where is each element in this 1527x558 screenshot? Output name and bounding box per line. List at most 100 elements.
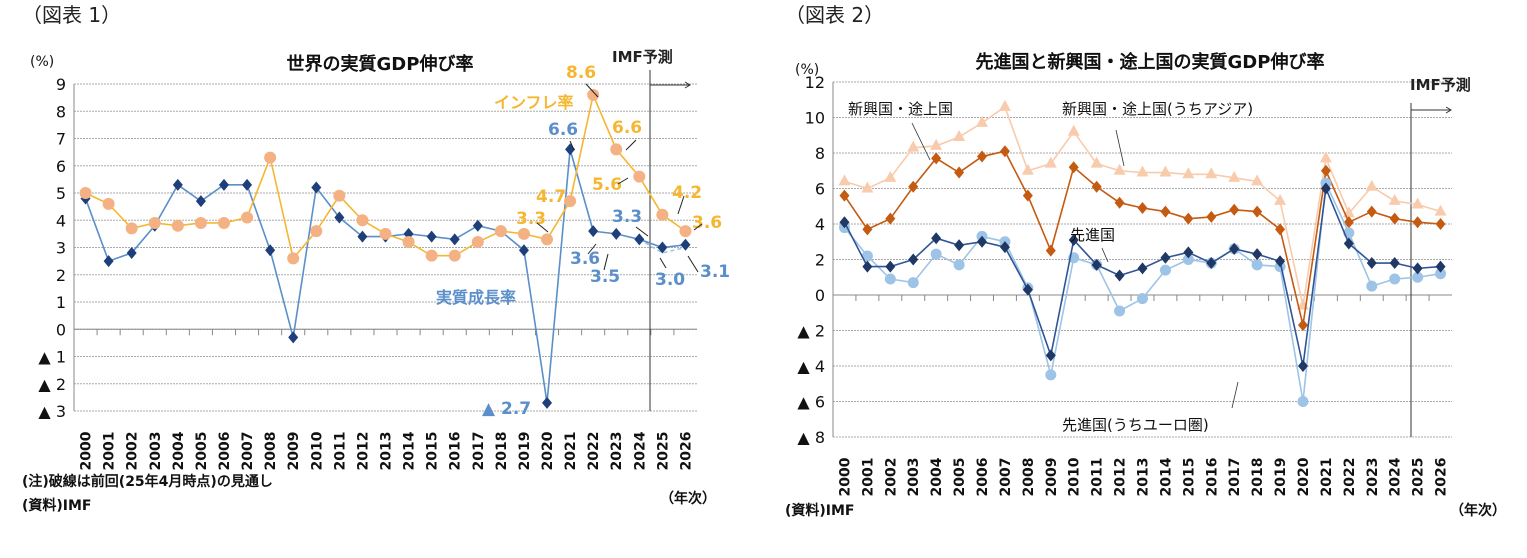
data-point [79,187,92,199]
series-label-advanced: 先進国 [1070,226,1115,244]
y-tick-label: 10 [805,109,825,128]
data-point [494,225,507,238]
data-label: 3.5 [590,267,620,287]
x-tick-label: 2016 [1204,458,1220,497]
data-point [1389,273,1401,285]
data-point [885,212,896,225]
data-point [542,396,553,409]
data-point [311,181,322,194]
data-point [908,180,919,193]
data-point [931,232,942,245]
data-point [931,152,942,165]
previous-forecast-line [638,238,686,254]
x-tick-label: 2025 [1411,458,1427,497]
data-point [425,249,438,262]
x-tick-label: 2019 [1273,458,1289,497]
y-tick-label: 5 [56,184,66,203]
leader-line [569,140,575,151]
data-point [862,260,873,273]
data-label: 4.7 [536,187,566,207]
y-tick-label: 0 [56,320,66,339]
y-tick-label: 8 [56,102,66,121]
data-point [471,236,484,249]
data-point [564,195,577,208]
data-point [1275,223,1286,236]
y-axis-unit: (%) [795,62,819,78]
x-tick-label: 2017 [471,432,487,471]
y-tick-label: 9 [56,75,66,94]
data-point [148,216,161,229]
data-point [334,211,345,224]
x-tick-label: 2014 [402,431,418,470]
data-point [1183,246,1194,259]
data-point [1274,193,1287,205]
data-point [839,189,850,202]
data-point [1412,216,1423,229]
data-point [1434,204,1447,216]
forecast-arrow-icon [1411,106,1452,114]
data-point [1343,216,1354,229]
data-point [657,241,668,254]
data-point [517,227,530,240]
data-point [999,145,1010,158]
data-point [103,255,114,268]
chart-title: 世界の実質GDP伸び率 [287,53,474,75]
data-point [1068,233,1079,246]
x-tick-label: 2011 [332,432,348,471]
data-point [1229,203,1240,216]
data-point [1319,151,1332,163]
data-point [588,225,599,238]
data-point [861,250,873,262]
data-point [426,230,437,243]
y-tick-label: 4 [815,215,825,234]
series-label-euro: 先進国(うちユーロ圏) [1062,416,1209,434]
leader-line [687,255,699,273]
x-tick-label: 2025 [655,432,671,471]
leader-line [603,253,609,271]
x-tick-label: 2003 [906,458,922,497]
data-point [1137,202,1148,215]
leader-line [677,195,685,215]
leader-line [625,139,637,151]
data-point [680,238,691,251]
leader-line [659,257,667,269]
data-point [1114,305,1126,317]
y-tick-label: 2 [56,266,66,285]
data-point [1229,242,1240,255]
data-point [1251,174,1264,186]
chart-2: （図表 2） 先進国と新興国・途上国の実質GDP伸び率 (%)12 10 8 6 4 2 0 ▲ … [785,3,1506,519]
y-tick-label: 2 [815,251,825,270]
data-point [472,219,483,232]
forecast-label: IMF予測 [1410,76,1471,94]
data-point [1022,283,1033,296]
x-tick-label: 2002 [883,458,899,497]
data-point [1022,189,1033,202]
y-tick-label: ▲ 4 [797,357,825,376]
leader-line [1101,247,1109,263]
data-point [1067,124,1080,136]
data-point [1297,396,1309,407]
data-label: 6.6 [548,120,578,140]
data-point [310,225,323,238]
y-tick-label: ▲ 2 [38,375,66,394]
x-tick-label: 2001 [102,432,118,471]
data-point [1205,167,1218,179]
footnote-note: (注)破線は前回(25年4月時点)の見通し [22,473,273,490]
data-point [242,178,253,191]
x-tick-label: 2014 [1158,457,1174,496]
data-point [885,260,896,273]
y-tick-label: ▲ 3 [38,402,66,421]
y-tick-label: 4 [56,211,66,230]
data-point [1252,205,1263,218]
data-point [1297,360,1308,372]
x-tick-label: 2010 [1067,457,1083,496]
data-point [287,252,300,265]
y-tick-label: ▲ 8 [797,428,825,447]
data-point [1114,269,1125,282]
data-label: 3.3 [612,207,642,227]
data-point [953,259,965,271]
data-point [838,174,851,186]
data-label: 4.2 [672,183,702,203]
data-point [907,277,919,289]
data-label: 3.1 [700,262,730,282]
